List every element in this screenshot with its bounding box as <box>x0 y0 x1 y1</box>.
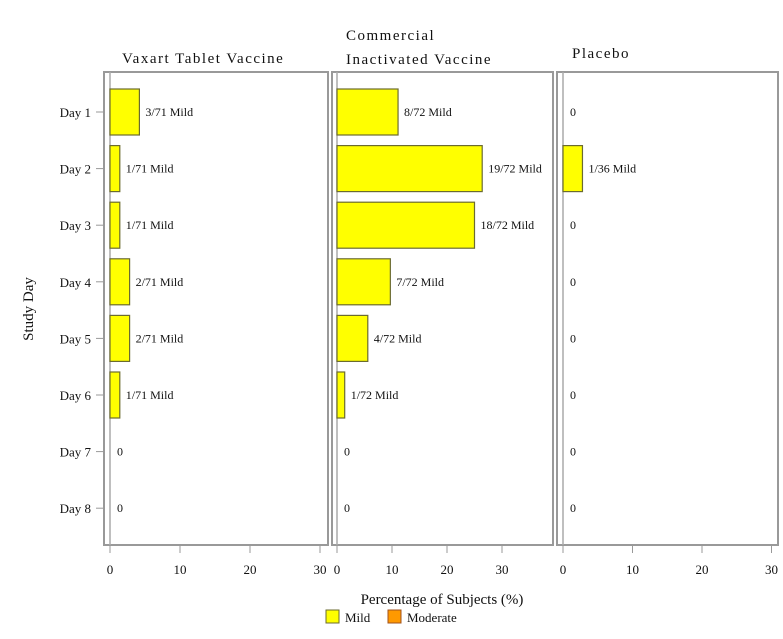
data-label: 0 <box>344 501 350 515</box>
x-tick-label: 20 <box>441 562 454 577</box>
data-label: 1/71 Mild <box>126 162 174 176</box>
data-label: 0 <box>570 445 576 459</box>
legend-label: Moderate <box>407 610 457 625</box>
data-label: 0 <box>344 445 350 459</box>
bar-mild <box>109 201 121 249</box>
data-label: 7/72 Mild <box>396 275 444 289</box>
legend-swatch-moderate <box>387 609 402 624</box>
legend-swatch-mild <box>325 609 340 624</box>
y-tick-label: Day 8 <box>60 501 91 516</box>
panel-frame <box>103 71 329 546</box>
bar-mild <box>109 88 140 136</box>
data-label: 3/71 Mild <box>145 105 193 119</box>
data-label: 4/72 Mild <box>374 331 422 345</box>
y-tick-label: Day 6 <box>60 388 92 403</box>
panel-frame <box>331 71 554 546</box>
data-label: 8/72 Mild <box>404 105 452 119</box>
bar-mild <box>109 145 121 193</box>
y-tick-label: Day 3 <box>60 218 91 233</box>
x-tick-label: 0 <box>334 562 341 577</box>
x-tick-label: 30 <box>765 562 778 577</box>
x-tick-label: 0 <box>560 562 567 577</box>
bar-mild <box>336 201 476 249</box>
bar-mild <box>336 88 399 136</box>
bar-mild <box>109 258 131 306</box>
x-tick-label: 20 <box>244 562 257 577</box>
data-label: 0 <box>570 331 576 345</box>
x-tick-label: 10 <box>174 562 187 577</box>
y-tick-label: Day 4 <box>60 275 92 290</box>
legend-label: Mild <box>345 610 371 625</box>
y-tick-label: Day 2 <box>60 162 91 177</box>
data-label: 0 <box>117 445 123 459</box>
x-tick-label: 10 <box>626 562 639 577</box>
data-label: 0 <box>570 388 576 402</box>
data-label: 2/71 Mild <box>136 275 184 289</box>
panel-title: Placebo <box>572 46 630 62</box>
panel-title: Vaxart Tablet Vaccine <box>122 51 284 67</box>
panel-title: Inactivated Vaccine <box>346 52 492 68</box>
x-tick-label: 0 <box>107 562 114 577</box>
data-label: 2/71 Mild <box>136 331 184 345</box>
data-label: 19/72 Mild <box>488 162 542 176</box>
data-label: 1/72 Mild <box>351 388 399 402</box>
y-tick-label: Day 5 <box>60 331 91 346</box>
x-tick-label: 20 <box>696 562 709 577</box>
y-tick-label: Day 7 <box>60 445 92 460</box>
data-label: 0 <box>570 275 576 289</box>
y-tick-label: Day 1 <box>60 105 91 120</box>
bar-mild <box>109 371 121 419</box>
data-label: 0 <box>570 218 576 232</box>
x-tick-label: 10 <box>386 562 399 577</box>
bar-mild <box>336 314 369 362</box>
panel-title: Commercial <box>346 28 435 44</box>
bar-mild <box>562 145 584 193</box>
bar-mild <box>109 314 131 362</box>
bar-mild <box>336 258 391 306</box>
data-label: 1/71 Mild <box>126 218 174 232</box>
data-label: 1/71 Mild <box>126 388 174 402</box>
bar-mild <box>336 145 483 193</box>
data-label: 0 <box>570 501 576 515</box>
y-axis-title: Study Day <box>21 277 37 341</box>
data-label: 0 <box>570 105 576 119</box>
data-label: 0 <box>117 501 123 515</box>
x-tick-label: 30 <box>496 562 509 577</box>
x-tick-label: 30 <box>314 562 327 577</box>
data-label: 18/72 Mild <box>481 218 535 232</box>
bar-mild <box>336 371 346 419</box>
data-label: 1/36 Mild <box>588 162 636 176</box>
panel-frame <box>556 71 779 546</box>
x-axis-title: Percentage of Subjects (%) <box>361 592 524 608</box>
